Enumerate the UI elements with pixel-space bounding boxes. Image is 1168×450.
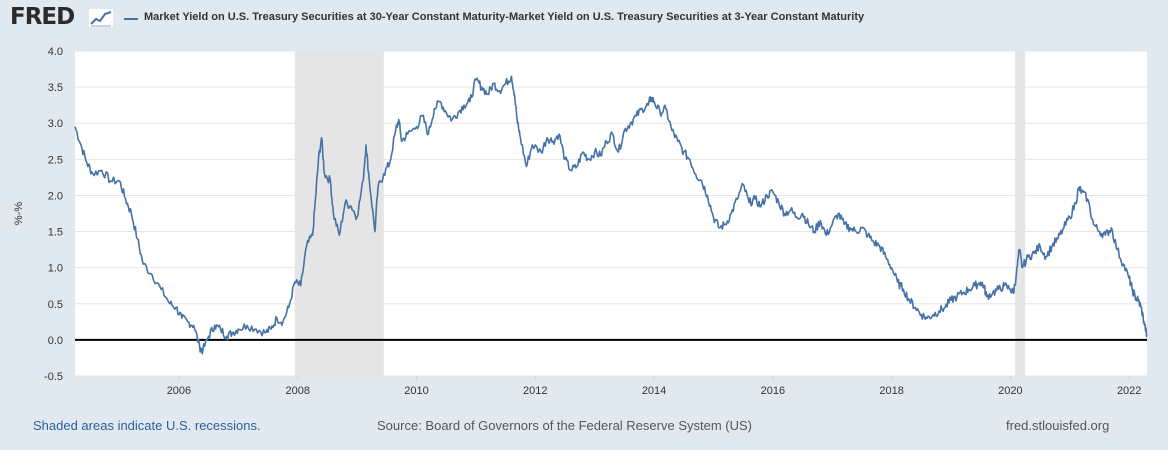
y-tick-label: 3.5 xyxy=(48,82,63,94)
series-line xyxy=(74,75,1148,355)
site-link[interactable]: fred.stlouisfed.org xyxy=(1006,418,1110,433)
x-tick-label: 2018 xyxy=(879,385,903,397)
y-tick-label: 1.0 xyxy=(48,263,63,275)
y-tick-label: 4.0 xyxy=(48,46,63,58)
recession-band xyxy=(294,51,384,376)
chart-area: -0.5 0.0 0.5 1.0 1.5 2.0 2.5 3.0 3.5 4.0 2006 2008 2… xyxy=(13,46,1148,397)
y-tick-label: 0.5 xyxy=(48,299,63,311)
series-title[interactable]: Market Yield on U.S. Treasury Securities… xyxy=(144,11,865,23)
recession-note: Shaded areas indicate U.S. recessions. xyxy=(33,418,261,433)
x-tick-label: 2016 xyxy=(761,385,785,397)
y-tick-label: -0.5 xyxy=(44,371,63,383)
legend-series-swatch xyxy=(124,18,138,20)
x-tick-label: 2006 xyxy=(167,385,191,397)
source-note: Source: Board of Governors of the Federa… xyxy=(377,418,752,433)
fred-logo[interactable]: FRED xyxy=(10,4,75,30)
y-tick-label: 3.0 xyxy=(48,118,63,130)
chart-header: FRED Market Yield on U.S. Treasury Secur… xyxy=(0,0,1168,40)
line-chart-icon xyxy=(88,8,114,28)
x-tick-label: 2008 xyxy=(285,385,309,397)
recession-band xyxy=(1015,51,1026,376)
y-axis-label: %-% xyxy=(13,202,25,225)
x-tick-label: 2014 xyxy=(642,385,666,397)
x-tick-label: 2020 xyxy=(998,385,1022,397)
x-tick-label: 2012 xyxy=(523,385,547,397)
y-tick-label: 2.0 xyxy=(48,190,63,202)
x-tick-label: 2022 xyxy=(1117,385,1141,397)
y-tick-label: 2.5 xyxy=(48,154,63,166)
x-tick-label: 2010 xyxy=(404,385,428,397)
y-tick-label: 0.0 xyxy=(48,335,63,347)
plot-background xyxy=(75,51,1147,376)
y-tick-label: 1.5 xyxy=(48,227,63,239)
